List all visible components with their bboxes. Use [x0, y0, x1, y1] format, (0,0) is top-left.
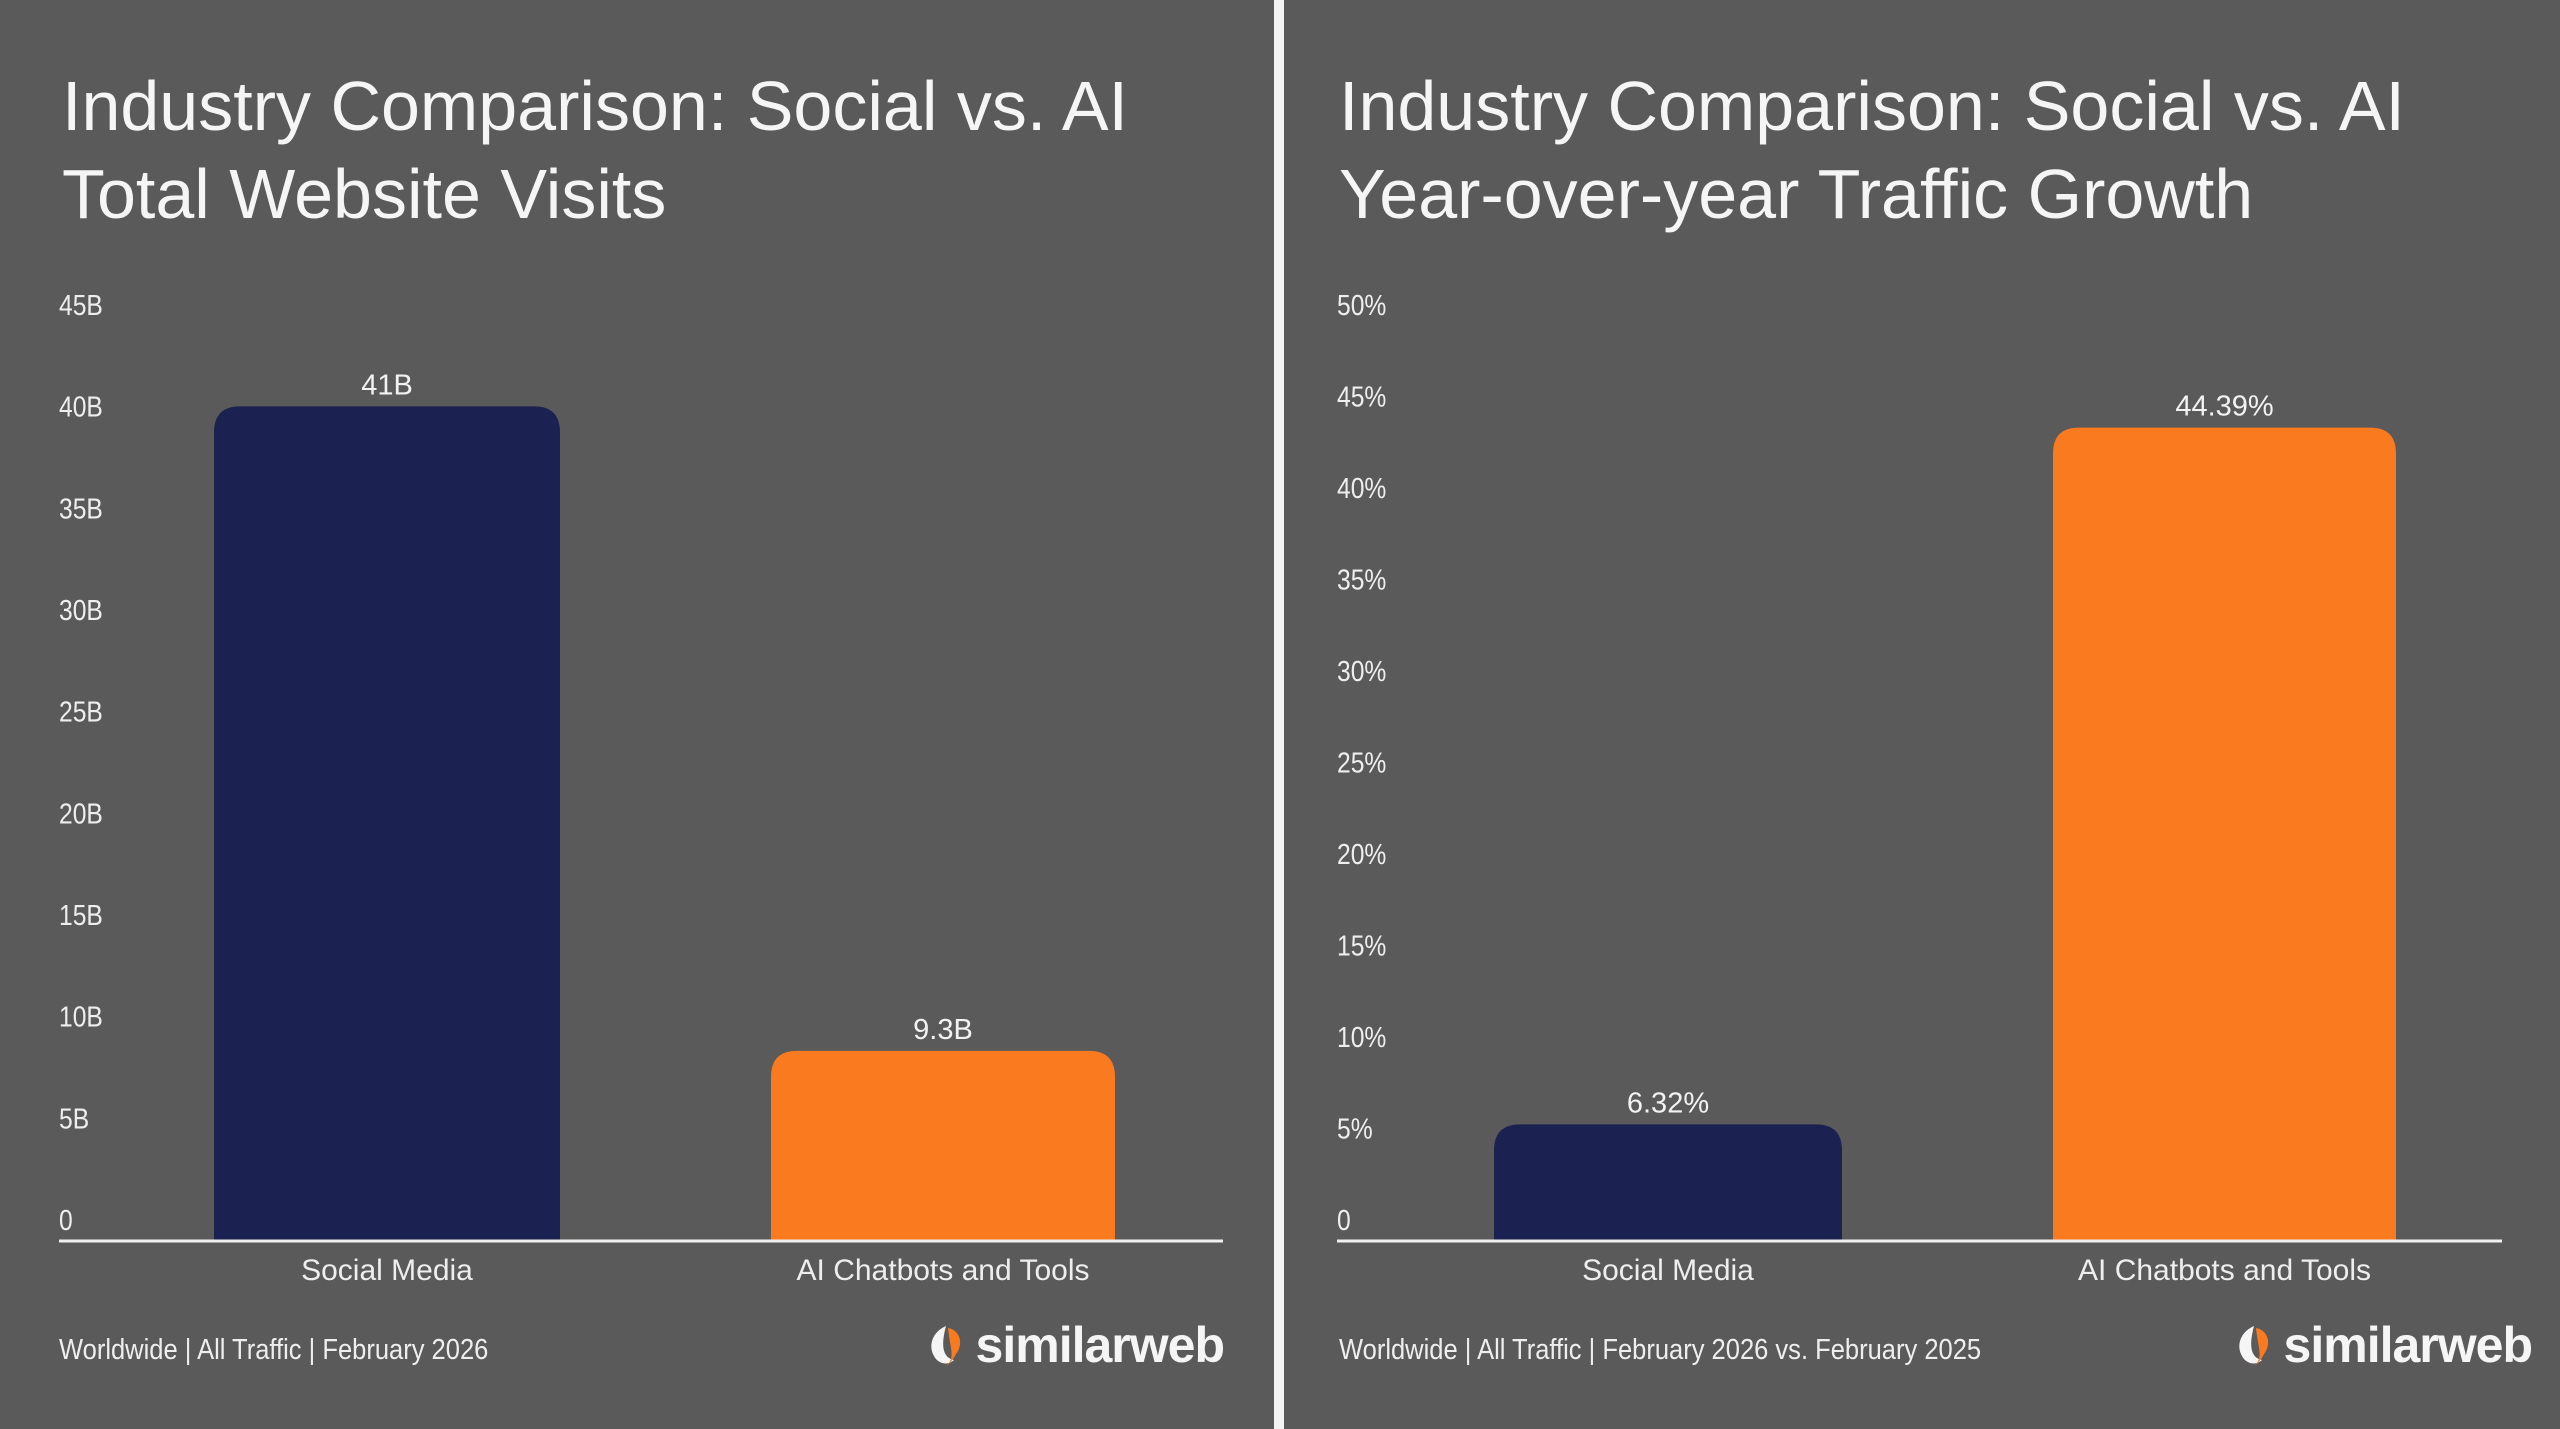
similarweb-logo-icon	[2238, 1326, 2268, 1366]
y-tick-label: 5%	[1337, 1113, 1373, 1145]
title-line-1: Industry Comparison: Social vs. AI	[1339, 67, 2405, 145]
data-label: 6.32%	[1627, 1087, 1709, 1119]
bar-ai-chatbots-and-tools	[2053, 427, 2396, 1241]
x-tick-label: AI Chatbots and Tools	[797, 1254, 1090, 1287]
y-tick-label: 10B	[59, 1001, 103, 1033]
logo-text: similarweb	[2283, 1317, 2533, 1373]
bar-chart: 0 5B 10B 15B 20B 25B 30B 35B 40B 45B 41B Social Med…	[59, 289, 1223, 1287]
chart-title: Industry Comparison: Social vs. AI Year-…	[1339, 62, 2405, 238]
y-tick-label: 30B	[59, 594, 103, 626]
title-line-2: Total Website Visits	[62, 155, 667, 233]
y-tick-label: 30%	[1337, 655, 1386, 687]
y-tick-label: 40%	[1337, 472, 1386, 504]
title-line-2: Year-over-year Traffic Growth	[1339, 155, 2254, 233]
y-tick-label: 5B	[59, 1102, 89, 1134]
chart-panel-yoy-growth: Industry Comparison: Social vs. AI Year-…	[1284, 0, 2560, 1429]
data-label: 41B	[361, 369, 413, 401]
chart-title: Industry Comparison: Social vs. AI Total…	[62, 62, 1128, 238]
chart-panel-total-visits: Industry Comparison: Social vs. AI Total…	[0, 0, 1276, 1429]
y-tick-label: 35%	[1337, 564, 1386, 596]
y-tick-label: 15B	[59, 899, 103, 931]
y-tick-label: 50%	[1337, 289, 1386, 321]
y-tick-label: 20B	[59, 797, 103, 829]
y-tick-label: 20%	[1337, 838, 1386, 870]
logo-text: similarweb	[975, 1317, 1225, 1373]
y-tick-label: 25%	[1337, 747, 1386, 779]
y-tick-label: 10%	[1337, 1021, 1386, 1053]
y-tick-label: 40B	[59, 391, 103, 423]
similarweb-logo: similarweb	[926, 1316, 1225, 1374]
chart-footer: Worldwide | All Traffic | February 2026	[59, 1334, 489, 1366]
y-tick-label: 0	[1337, 1204, 1351, 1236]
y-tick-label: 25B	[59, 696, 103, 728]
y-tick-label: 0	[59, 1204, 73, 1236]
data-label: 9.3B	[913, 1014, 973, 1046]
bar-social-media	[1494, 1124, 1842, 1240]
title-line-1: Industry Comparison: Social vs. AI	[62, 67, 1128, 145]
data-label: 44.39%	[2175, 391, 2273, 423]
x-tick-label: AI Chatbots and Tools	[2078, 1254, 2371, 1287]
y-tick-label: 45B	[59, 289, 103, 321]
y-tick-label: 15%	[1337, 930, 1386, 962]
x-tick-label: Social Media	[1582, 1254, 1754, 1287]
panel-divider	[1274, 0, 1284, 1429]
x-tick-label: Social Media	[301, 1254, 473, 1287]
similarweb-logo: similarweb	[2234, 1316, 2533, 1374]
bar-social-media	[214, 406, 560, 1240]
bar-chart: 0 5% 10% 15% 20% 25% 30% 35% 40% 45% 50% 6.32% Socia…	[1337, 289, 2502, 1287]
y-tick-label: 45%	[1337, 381, 1386, 413]
chart-footer: Worldwide | All Traffic | February 2026 …	[1339, 1334, 1982, 1366]
y-tick-label: 35B	[59, 492, 103, 524]
similarweb-logo-icon	[930, 1326, 960, 1366]
bar-ai-chatbots-and-tools	[771, 1050, 1115, 1240]
